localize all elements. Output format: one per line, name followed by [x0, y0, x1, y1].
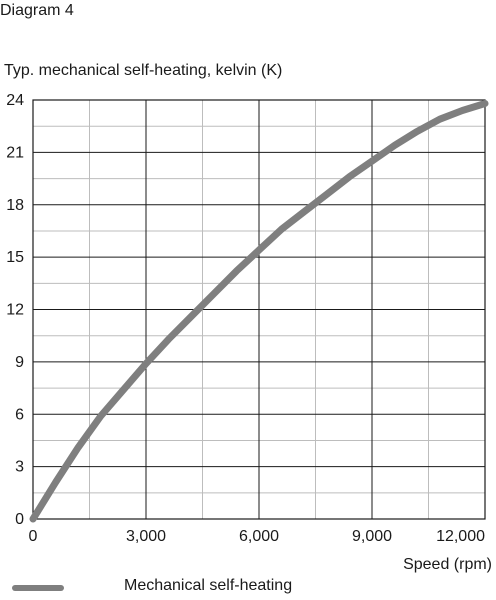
- y-tick-label: 3: [15, 459, 24, 476]
- legend-swatch: [12, 585, 64, 591]
- x-tick-label: 3,000: [126, 528, 166, 545]
- x-tick-label: 9,000: [352, 528, 392, 545]
- series-line-mechanical-self-heating: [29, 100, 489, 523]
- diagram-label: Diagram 4: [0, 2, 74, 19]
- y-tick-label: 24: [6, 92, 24, 109]
- legend-label: Mechanical self-heating: [124, 577, 293, 594]
- y-tick-label: 21: [6, 144, 24, 161]
- y-tick-label: 0: [15, 511, 24, 528]
- x-tick-label: 12,000: [436, 528, 485, 545]
- series-layer: [29, 100, 489, 523]
- y-tick-label: 6: [15, 406, 24, 423]
- plot-frame: [32, 99, 486, 520]
- y-tick-label: 12: [6, 302, 24, 319]
- y-tick-label: 18: [6, 197, 24, 214]
- x-tick-labels: 0 3,000 6,000 9,000 12,000: [29, 528, 486, 545]
- x-tick-label: 6,000: [239, 528, 279, 545]
- x-axis-title: Speed (rpm): [403, 556, 492, 573]
- legend: Mechanical self-heating: [12, 576, 492, 598]
- y-tick-label: 9: [15, 354, 24, 371]
- y-tick-label: 15: [6, 249, 24, 266]
- y-tick-labels: 0 3 6 9 12 15 18 21 24: [6, 92, 24, 528]
- major-grid: [32, 99, 486, 520]
- x-tick-label: 0: [29, 528, 38, 545]
- y-axis-title: Typ. mechanical self-heating, kelvin (K): [4, 62, 283, 79]
